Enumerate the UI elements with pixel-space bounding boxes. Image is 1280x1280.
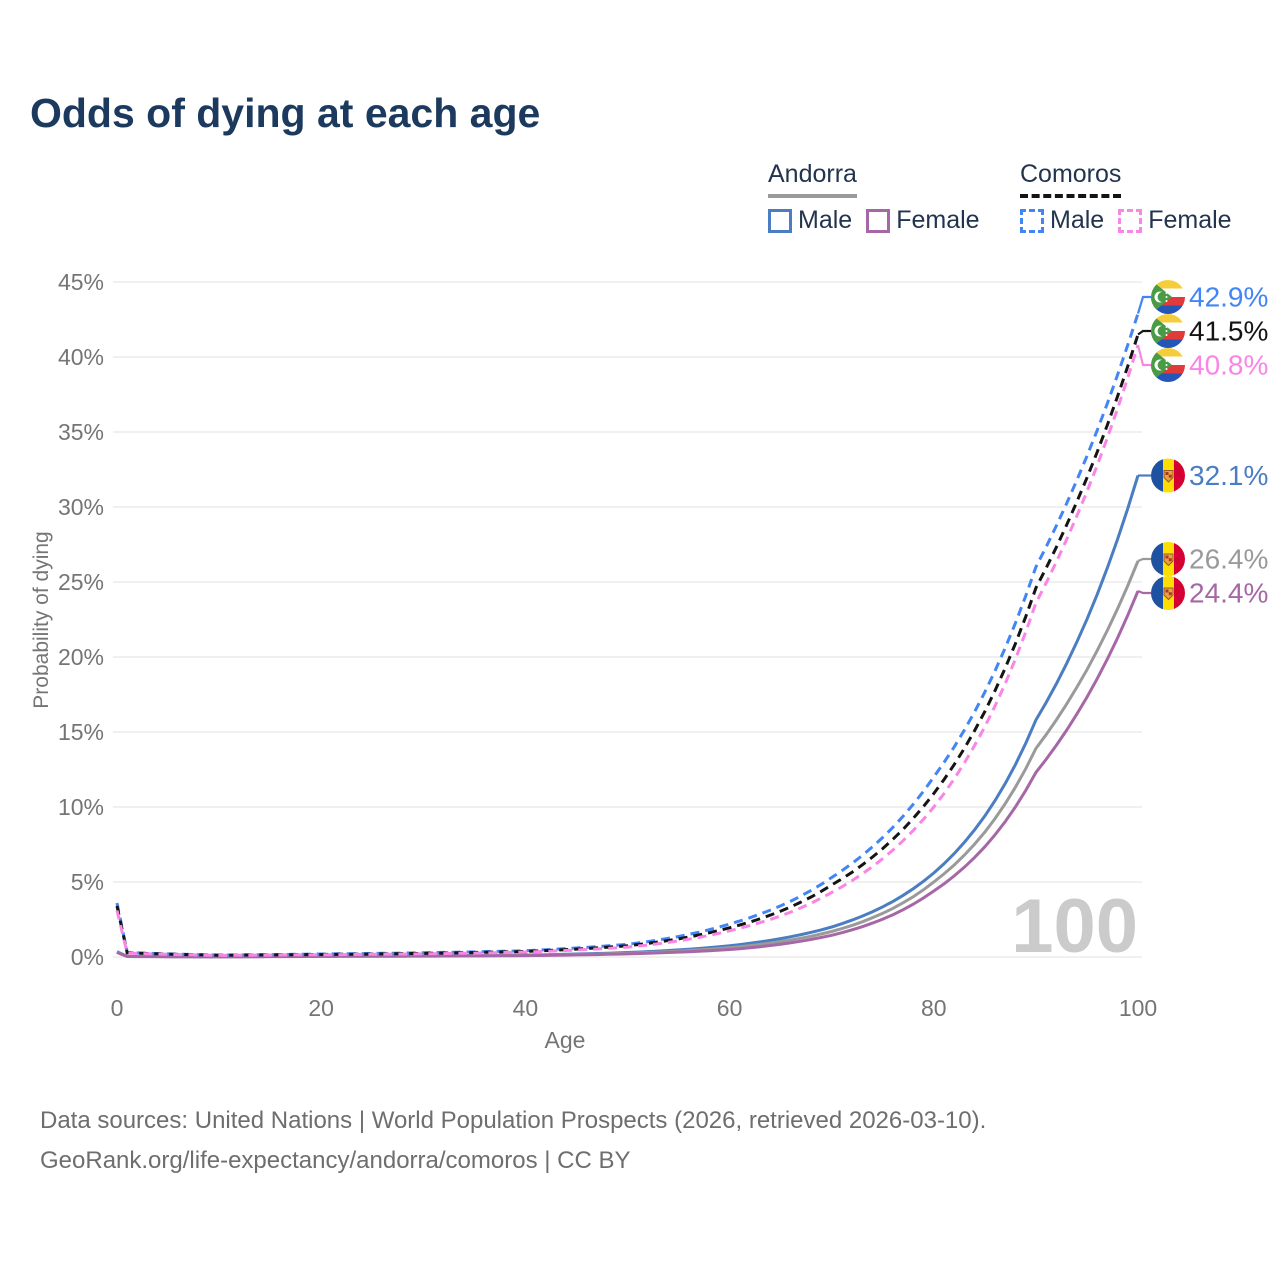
data-source-line: Data sources: United Nations | World Pop… [40,1107,987,1134]
series-line-comoros-female [115,344,1140,957]
legend-country-comoros: Comoros [1020,160,1122,198]
legend-group-andorra: Andorra Male Female [768,160,994,235]
y-axis-tick-label: 5% [71,869,104,895]
series-line-andorra-female [116,590,1140,959]
legend-label-comoros-male: Male [1050,206,1105,234]
y-axis-tick-label: 45% [58,269,104,295]
flag-icon-comoros [1151,314,1185,348]
series-line-comoros-male [115,313,1140,957]
y-axis-tick-label: 0% [71,944,104,970]
legend-label-comoros-female: Female [1148,206,1232,234]
y-axis-tick-label: 35% [58,419,104,445]
end-labels: 42.9%41.5%40.8% 32.1% 26.4%24.4% [1136,280,1268,610]
label-connector [1137,589,1151,595]
y-axis-title: Probability of dying [30,531,53,708]
age-indicator-watermark: 100 [1011,884,1138,969]
x-axis: 0 20 40 60 80 100 Age [111,995,1158,1053]
flag-icon-andorra [1151,458,1185,493]
y-axis-tick-label: 40% [58,344,104,370]
x-axis-tick-label: 80 [921,995,947,1021]
label-connector [1137,557,1151,563]
legend-swatch-comoros-female [1118,208,1143,233]
attribution-line: GeoRank.org/life-expectancy/andorra/como… [40,1147,631,1174]
flag-icon-andorra [1151,576,1185,610]
x-axis-tick-label: 60 [717,995,743,1021]
y-axis-tick-label: 30% [58,494,104,520]
y-axis-tick-label: 10% [58,794,104,820]
legend-swatch-comoros-male [1020,208,1044,233]
y-axis-tick-label: 15% [58,719,104,745]
series-line-andorra-male [116,475,1140,959]
x-axis-tick-label: 20 [308,995,334,1021]
legend-label-andorra-male: Male [798,206,853,234]
x-axis-tick-label: 40 [513,995,539,1021]
series-line-comoros-both [115,334,1140,957]
legend-country-andorra: Andorra [768,160,857,198]
label-connector [1136,344,1151,367]
y-axis-tick-label: 20% [58,644,104,670]
label-connector [1136,295,1151,314]
y-axis-tick-label: 25% [58,569,104,595]
legend-group-comoros: Comoros Male Female [1020,160,1246,235]
end-value-label-comoros-female: 40.8% [1189,350,1268,381]
gridlines: 0% 5% 10% 15% 20% 25% 30% 35% 40% 45% [58,269,1142,970]
end-value-label-comoros-male: 42.9% [1189,282,1268,313]
label-connector [1137,329,1151,336]
end-value-label-comoros-both: 41.5% [1189,316,1268,347]
legend-swatch-andorra-female [866,208,891,233]
flag-icon-andorra [1151,542,1185,576]
legend-swatch-andorra-male [768,208,792,233]
flag-icon-comoros [1151,280,1185,314]
x-axis-tick-label: 100 [1119,995,1157,1021]
flag-icon-comoros [1151,348,1185,382]
end-value-label-andorra-both: 26.4% [1189,544,1268,575]
end-value-label-andorra-male: 32.1% [1189,460,1268,491]
page-title: Odds of dying at each age [30,90,541,136]
x-axis-title: Age [545,1027,586,1053]
series-line-andorra-both [116,560,1140,959]
end-value-label-andorra-female: 24.4% [1189,578,1268,609]
x-axis-tick-label: 0 [111,995,124,1021]
series-lines [115,313,1140,959]
legend-label-andorra-female: Female [896,206,980,234]
